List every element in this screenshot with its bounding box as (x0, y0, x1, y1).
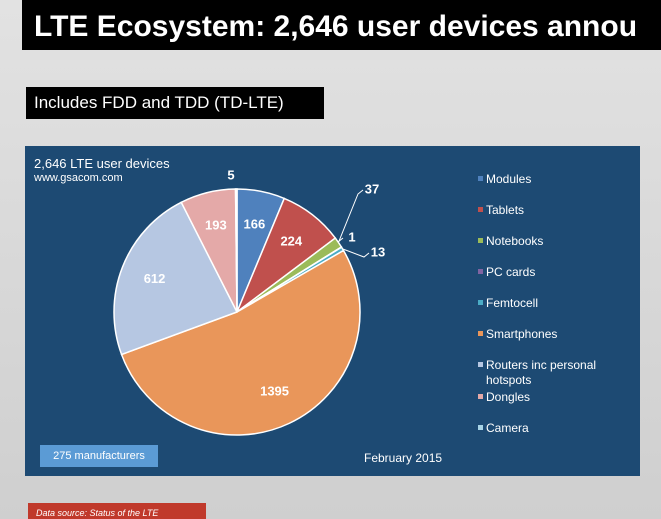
legend-swatch (478, 331, 483, 336)
pie-slice (234, 188, 238, 313)
legend-label: Notebooks (486, 234, 544, 248)
date: February 2015 (364, 451, 443, 465)
data-label: 1 (348, 229, 355, 244)
legend-swatch (478, 362, 483, 367)
leader-line (337, 189, 364, 243)
legend-swatch (478, 300, 483, 305)
legend-label: Tablets (486, 203, 525, 217)
data-label: 37 (365, 181, 379, 196)
legend-entry: Modules (478, 172, 628, 187)
legend-swatch (478, 238, 483, 243)
legend-swatch (478, 394, 483, 399)
data-label: 224 (280, 233, 302, 248)
chart-title: 2,646 LTE user devices (34, 156, 170, 171)
note-box: 275 manufacturers (40, 445, 158, 467)
data-label: 5 (227, 167, 234, 182)
legend-entry: Femtocell (478, 296, 628, 311)
legend-label: Routers inc personal hotspots (486, 358, 597, 387)
legend-swatch (478, 425, 483, 430)
legend-entry: PC cards (478, 265, 628, 280)
legend-swatch (478, 176, 483, 181)
legend-label: PC cards (486, 265, 536, 279)
data-label: 612 (144, 271, 166, 286)
leader-line (337, 237, 344, 248)
subtitle: Includes FDD and TDD (TD-LTE) (26, 87, 324, 119)
legend-swatch (478, 207, 483, 212)
legend-entry: Routers inc personal hotspots (478, 358, 628, 388)
legend-label: Smartphones (486, 327, 558, 341)
legend-label: Femtocell (486, 296, 539, 310)
legend-label: Dongles (486, 390, 531, 404)
data-label: 13 (371, 244, 385, 259)
leader-line (342, 248, 370, 258)
footer: Data source: Status of the LTE (28, 503, 206, 519)
data-label: 193 (205, 217, 227, 232)
legend-swatch (478, 269, 483, 274)
chart-source: www.gsacom.com (34, 172, 123, 184)
legend-label: Modules (486, 172, 532, 186)
pie-slice (113, 201, 239, 356)
data-label: 166 (243, 217, 265, 232)
legend-entry: Smartphones (478, 327, 628, 342)
pie-slice (120, 249, 361, 436)
title: LTE Ecosystem: 2,646 user devices annou (22, 0, 661, 50)
data-label: 1395 (260, 384, 289, 399)
legend-entry: Tablets (478, 203, 628, 218)
legend-entry: Notebooks (478, 234, 628, 249)
legend-entry: Camera (478, 421, 628, 436)
legend-label: Camera (486, 421, 529, 435)
legend-entry: Dongles (478, 390, 628, 405)
